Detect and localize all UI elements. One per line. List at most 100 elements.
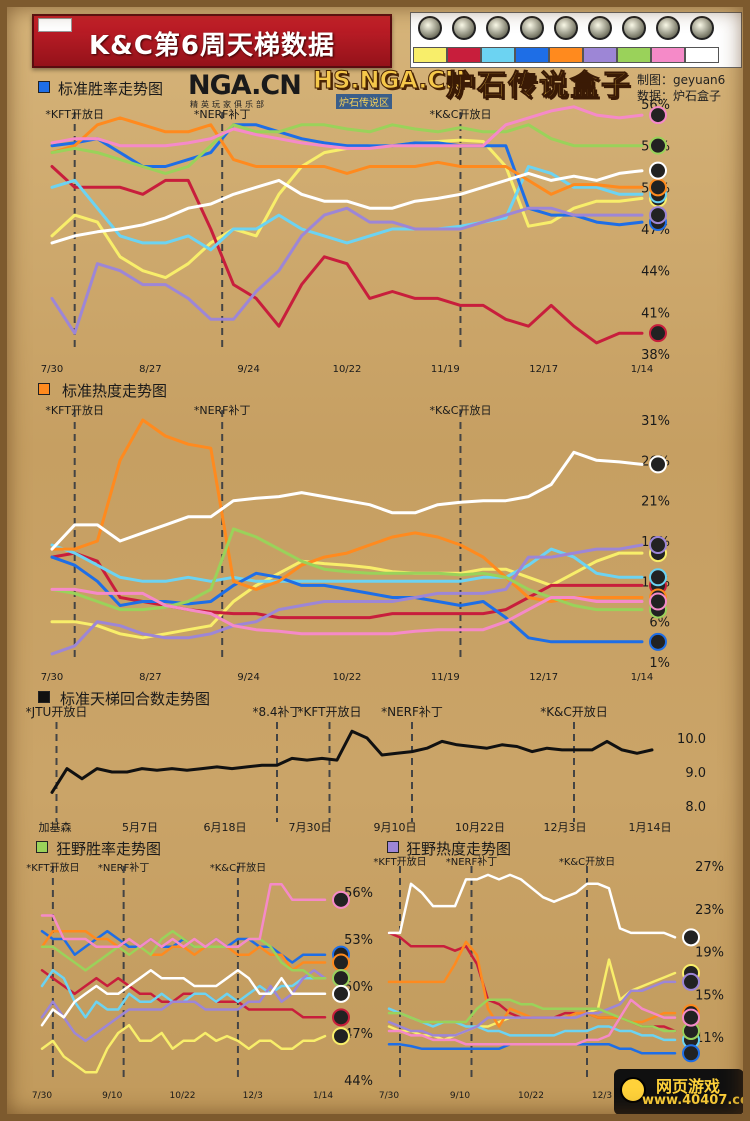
std_pop-series-line-3 <box>50 555 644 644</box>
wild_pop-series-line-2 <box>387 1007 677 1042</box>
class-legend <box>410 12 742 68</box>
wild_pop-series-line-8 <box>387 873 677 939</box>
nga-logo: NGA.CN <box>188 70 302 101</box>
std_winrate-x-tick-label: 9/24 <box>237 364 259 375</box>
wild_winrate-end-class-icon-6 <box>332 969 350 988</box>
std_pop-x-tick-label: 12/17 <box>529 672 558 683</box>
wild_winrate-y-tick-label: 44% <box>344 1074 373 1089</box>
wild_winrate-x-tick-label: 10/22 <box>170 1091 196 1101</box>
std_turns-annotation-label: *NERF补丁 <box>381 705 443 719</box>
wild_pop-series-line-6 <box>387 998 677 1033</box>
wild_pop-y-tick-label: 23% <box>695 903 724 918</box>
std_winrate-series-line-6 <box>50 123 644 175</box>
std_winrate-series-line-5 <box>50 206 644 335</box>
std_pop-series-line-4 <box>50 418 644 603</box>
wild_winrate-end-class-icon-4 <box>332 953 350 972</box>
priest-icon <box>588 16 612 40</box>
std_winrate-x-tick-label: 8/27 <box>139 364 161 375</box>
wild_pop-annotation-label: *KFT开放日 <box>373 855 426 868</box>
legend-swatch-priest <box>583 47 617 63</box>
section-marker-wild-winrate <box>36 841 48 853</box>
std_winrate-series-line-3 <box>50 123 644 227</box>
std_pop-end-class-icon-2 <box>649 568 667 587</box>
std_winrate-end-class-icon-6 <box>649 136 667 155</box>
std_pop-end-class-icon-8 <box>649 455 667 474</box>
std_winrate-end-class-icon-5 <box>649 206 667 225</box>
wild_winrate-series-line-6 <box>40 929 327 980</box>
watermark-badge: 网页游戏 www.40407.com <box>614 1069 750 1115</box>
std_pop-series-line-1 <box>50 551 644 620</box>
wild_pop-x-tick-label: 9/10 <box>450 1091 470 1101</box>
wild_pop-series-line-4 <box>387 940 677 1028</box>
std_winrate-y-tick-label: 38% <box>641 348 670 363</box>
std_winrate-x-tick-label: 12/17 <box>529 364 558 375</box>
std_turns-series-line-0 <box>50 729 654 794</box>
wild_winrate-x-tick-label: 1/14 <box>313 1091 333 1101</box>
std_pop-x-tick-label: 7/30 <box>41 672 63 683</box>
wild_winrate-series-line-8 <box>40 969 327 1027</box>
legend-swatch-warlock <box>651 47 685 63</box>
credit-author: 制图：geyuan6 <box>637 73 726 87</box>
wild_pop-series-line-7 <box>387 998 677 1046</box>
std_pop-x-tick-label: 9/24 <box>237 672 259 683</box>
hs-nga-logo: HS.NGA.CN <box>312 66 466 95</box>
std_turns-y-tick-label: 9.0 <box>685 766 706 781</box>
paladin-icon <box>520 16 544 40</box>
wild_pop-series-line-5 <box>387 980 677 1037</box>
std_winrate-x-tick-label: 1/14 <box>631 364 653 375</box>
std_winrate-x-tick-label: 10/22 <box>333 364 362 375</box>
wild_winrate-annotation-label: *K&C开放日 <box>210 861 266 874</box>
std_turns-x-tick-label: 加基森 <box>39 820 72 834</box>
shaman-icon <box>690 16 714 40</box>
legend-swatch-mage <box>481 47 515 63</box>
section-marker-std-winrate <box>38 81 50 93</box>
wild_pop-x-tick-label: 10/22 <box>518 1091 544 1101</box>
std_pop-series-line-8 <box>50 450 644 551</box>
std_pop-annotation-label: *NERF补丁 <box>194 404 251 417</box>
std_winrate-annotation-label: *KFT开放日 <box>45 107 104 121</box>
std_turns-x-tick-label: 1月14日 <box>629 821 672 834</box>
std_pop-series-line-5 <box>50 543 644 656</box>
section-title-wild-winrate: 狂野胜率走势图 <box>56 840 162 858</box>
std_winrate-y-tick-label: 41% <box>641 306 670 321</box>
std_winrate-end-class-icon-1 <box>649 324 667 343</box>
std_winrate-annotation-label: *K&C开放日 <box>429 107 491 121</box>
wild_winrate-end-class-icon-0 <box>332 1027 350 1046</box>
std_winrate-annotation-label: *NERF补丁 <box>194 108 251 121</box>
std_winrate-series-line-7 <box>50 105 644 150</box>
std_turns-x-tick-label: 6月18日 <box>204 821 247 834</box>
std_turns-x-tick-label: 5月7日 <box>122 821 158 834</box>
std_pop-y-tick-label: 6% <box>649 616 670 631</box>
mascot-icon <box>620 1077 646 1103</box>
std_pop-end-class-icon-5 <box>649 536 667 555</box>
rogue-icon <box>622 16 646 40</box>
watermark-line2: www.40407.com <box>642 1093 750 1108</box>
std_turns-annotation-label: *K&C开放日 <box>540 704 608 719</box>
std_pop-annotation-label: *KFT开放日 <box>45 403 104 417</box>
wild_pop-x-tick-label: 7/30 <box>379 1091 399 1101</box>
wild_winrate-annotation-label: *NERF补丁 <box>98 861 150 874</box>
wild_winrate-end-class-icon-1 <box>332 1008 350 1027</box>
std_pop-end-class-icon-3 <box>649 632 667 651</box>
section-marker-std-turns <box>38 691 50 703</box>
wild_winrate-series-line-5 <box>40 969 327 1043</box>
std_winrate-series-line-8 <box>50 169 644 245</box>
flag-icon <box>38 18 72 32</box>
wild_pop-end-class-icon-5 <box>682 972 700 991</box>
std_turns-annotation-label: *JTU开放日 <box>26 704 88 719</box>
wild_pop-annotation-label: *K&C开放日 <box>559 855 615 868</box>
page-title: K&C第6周天梯数据 <box>89 31 335 61</box>
wild_winrate-y-tick-label: 47% <box>344 1027 373 1042</box>
legend-swatch-paladin <box>515 47 549 63</box>
wild_pop-y-tick-label: 11% <box>695 1031 724 1046</box>
warrior-icon <box>452 16 476 40</box>
std_turns-x-tick-label: 10月22日 <box>455 821 505 834</box>
credits: 制图：geyuan6 数据：炉石盒子 <box>637 72 725 104</box>
wild_pop-y-tick-label: 15% <box>695 988 724 1003</box>
hs-nga-logo-subtitle: 炉石传说区 <box>336 94 392 109</box>
std_pop-x-tick-label: 8/27 <box>139 672 161 683</box>
wild_winrate-series-line-0 <box>40 1023 327 1074</box>
title-banner: K&C第6周天梯数据 <box>32 14 392 68</box>
std_pop-y-tick-label: 1% <box>649 656 670 671</box>
